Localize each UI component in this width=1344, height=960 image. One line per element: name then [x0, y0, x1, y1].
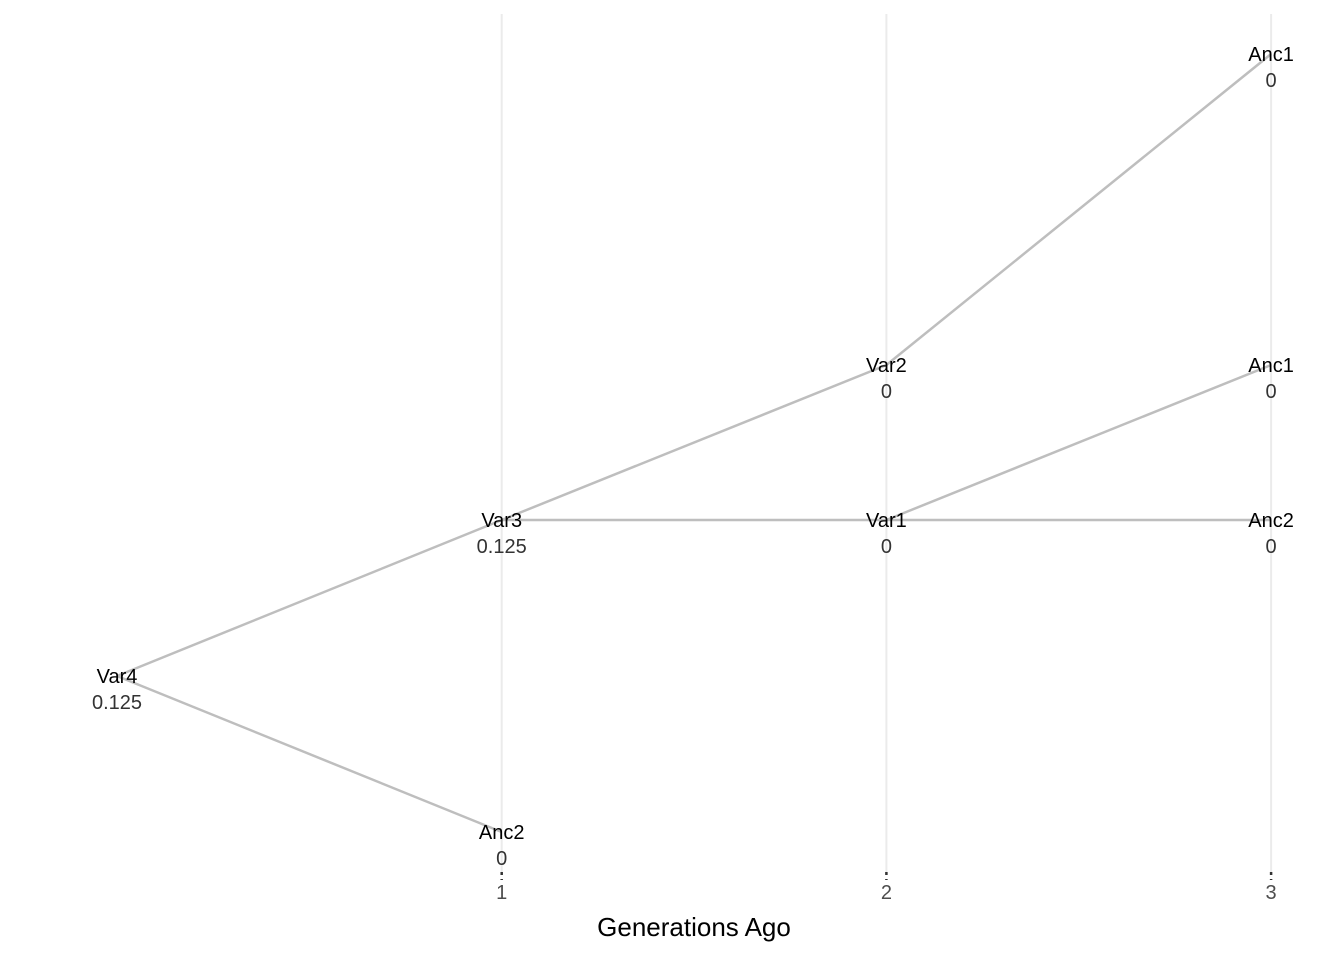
node-value-label: 0.125	[92, 692, 142, 714]
tick-label-2: 2	[881, 882, 892, 904]
node-name-label: Var1	[866, 510, 907, 532]
node-value-label: 0	[881, 536, 892, 558]
node-anc2_g1: Anc2 0	[479, 822, 525, 870]
node-var1: Var1 0	[866, 510, 907, 558]
tick-label-1: 1	[496, 882, 507, 904]
edge-var4-anc2_g1	[116, 674, 503, 834]
edge-var4-var3	[116, 518, 503, 678]
node-anc1_mid: Anc1 0	[1248, 355, 1294, 403]
node-var3: Var3 0.125	[477, 510, 527, 558]
x-axis: 1 2 3	[496, 872, 1277, 904]
node-var4: Var4 0.125	[92, 666, 142, 714]
gridlines	[500, 14, 1273, 872]
tick-label-3: 3	[1266, 882, 1277, 904]
edge-var2-anc1_top	[885, 53, 1272, 366]
node-name-label: Var2	[866, 355, 907, 377]
node-value-label: 0	[496, 848, 507, 870]
node-value-label: 0	[1266, 381, 1277, 403]
node-name-label: Anc1	[1248, 355, 1294, 377]
node-value-label: 0	[1266, 70, 1277, 92]
node-name-label: Var3	[481, 510, 522, 532]
edge-var1-anc1_mid	[885, 363, 1272, 522]
x-axis-title: Generations Ago	[597, 912, 791, 942]
node-value-label: 0.125	[477, 536, 527, 558]
node-value-label: 0	[881, 381, 892, 403]
node-name-label: Anc2	[479, 822, 525, 844]
node-value-label: 0	[1266, 536, 1277, 558]
node-name-label: Anc2	[1248, 510, 1294, 532]
tree-nodes: Var40.125Var30.125Anc20Var20Var10Anc10An…	[92, 44, 1294, 870]
node-anc2_g3: Anc2 0	[1248, 510, 1294, 558]
node-anc1_top: Anc1 0	[1248, 44, 1294, 92]
node-var2: Var2 0	[866, 355, 907, 403]
edge-var3-var2	[501, 363, 887, 522]
tree-edges	[116, 53, 1272, 834]
node-name-label: Anc1	[1248, 44, 1294, 66]
node-name-label: Var4	[97, 666, 138, 688]
